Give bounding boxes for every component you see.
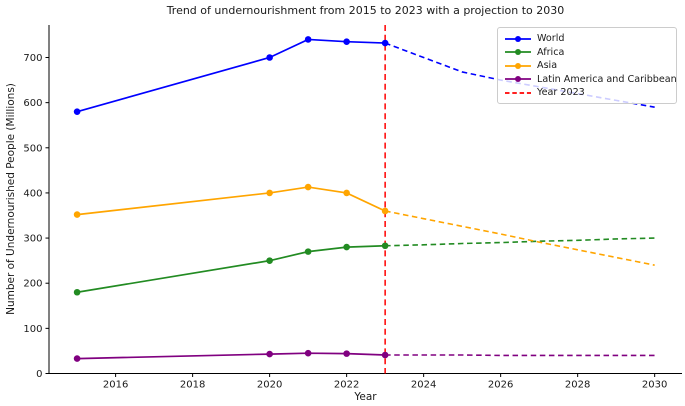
legend-swatch-world-icon bbox=[505, 35, 531, 42]
x-axis-label: Year bbox=[354, 391, 377, 403]
data-point-latin-america-and-caribbean-2020 bbox=[266, 350, 273, 358]
x-tick-label: 2030 bbox=[642, 380, 667, 391]
data-point-world-2021 bbox=[304, 36, 312, 43]
data-point-asia-2015 bbox=[73, 211, 81, 218]
series-line-asia bbox=[77, 186, 386, 216]
legend-label-africa: Africa bbox=[537, 46, 565, 58]
y-tick-label: 100 bbox=[23, 324, 42, 335]
y-tick-label: 0 bbox=[36, 369, 42, 380]
y-tick-label: 300 bbox=[23, 234, 42, 245]
legend-label-year-2023: Year 2023 bbox=[537, 87, 585, 98]
series-line-africa bbox=[76, 244, 386, 294]
data-point-world-2022 bbox=[343, 38, 350, 46]
legend-item-year-2023: Year 2023 bbox=[504, 87, 670, 98]
data-point-latin-america-and-caribbean-2022 bbox=[343, 350, 350, 357]
legend-item-africa: Africa bbox=[504, 47, 670, 58]
data-point-latin-america-and-caribbean-2023 bbox=[381, 351, 389, 359]
legend-item-latin-america: Latin America and Caribbean bbox=[504, 74, 677, 85]
y-tick-label: 700 bbox=[23, 53, 42, 64]
data-point-world-2020 bbox=[266, 54, 273, 61]
x-tick-label: 2028 bbox=[565, 380, 590, 391]
legend-marker-glyph bbox=[515, 49, 521, 55]
legend-swatch-year-2023-icon bbox=[505, 91, 531, 94]
data-point-africa-2015 bbox=[73, 288, 81, 296]
x-tick-label: 2022 bbox=[334, 380, 359, 391]
projection-line-asia-projection bbox=[384, 210, 655, 266]
legend-marker-glyph bbox=[515, 62, 521, 69]
data-point-asia-2023 bbox=[381, 207, 389, 215]
data-point-latin-america-and-caribbean-2015 bbox=[73, 355, 81, 362]
legend-item-world: World bbox=[504, 33, 670, 44]
data-point-africa-2023 bbox=[381, 242, 389, 250]
legend-item-asia: Asia bbox=[504, 60, 670, 71]
chart-title: Trend of undernourishment from 2015 to 2… bbox=[166, 4, 565, 17]
legend-marker-glyph bbox=[515, 35, 521, 42]
legend-marker-glyph bbox=[515, 76, 521, 82]
y-tick-label: 200 bbox=[23, 279, 42, 290]
data-point-africa-2021 bbox=[304, 248, 312, 255]
projection-line-africa-projection bbox=[385, 237, 655, 247]
y-tick-label: 400 bbox=[23, 188, 42, 199]
data-point-latin-america-and-caribbean-2021 bbox=[304, 349, 312, 357]
legend-swatch-asia-icon bbox=[505, 62, 531, 69]
legend-swatch-latin-america-icon bbox=[505, 76, 531, 82]
data-point-africa-2020 bbox=[266, 257, 273, 264]
legend-swatch-africa-icon bbox=[505, 49, 531, 55]
data-point-world-2015 bbox=[73, 108, 81, 115]
x-tick-label: 2016 bbox=[103, 380, 128, 391]
x-tick-label: 2024 bbox=[411, 380, 436, 391]
legend-label-latin-america: Latin America and Caribbean bbox=[537, 73, 677, 85]
series-line-latin-america-and-caribbean bbox=[77, 352, 386, 360]
data-point-asia-2020 bbox=[266, 189, 273, 197]
data-point-africa-2022 bbox=[343, 243, 350, 251]
y-axis-label: Number of Undernourished People (Million… bbox=[5, 83, 17, 315]
data-point-asia-2021 bbox=[304, 183, 312, 191]
x-tick-label: 2026 bbox=[488, 380, 513, 391]
data-point-world-2023 bbox=[381, 39, 389, 47]
x-tick-label: 2018 bbox=[180, 380, 205, 391]
legend-label-asia: Asia bbox=[537, 60, 558, 71]
x-tick-label: 2020 bbox=[257, 380, 282, 391]
legend-label-world: World bbox=[537, 33, 565, 44]
y-tick-label: 500 bbox=[23, 143, 42, 154]
data-point-asia-2022 bbox=[343, 189, 350, 197]
y-tick-label: 600 bbox=[23, 98, 42, 109]
legend: World Africa Asia Latin America and Cari… bbox=[497, 27, 677, 104]
series-line-world bbox=[76, 38, 386, 113]
